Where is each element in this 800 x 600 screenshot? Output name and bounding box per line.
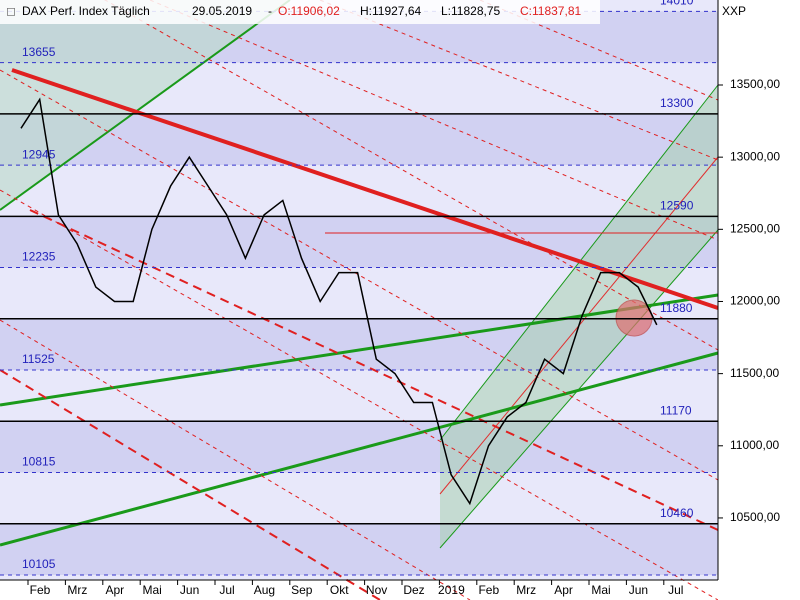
level-label: 11880 (660, 301, 693, 315)
icon: ◻ (6, 4, 16, 18)
x-tick-label: Apr (105, 583, 124, 597)
date: 29.05.2019 (192, 4, 252, 18)
y-tick-label: 12000,00 (730, 294, 780, 308)
x-tick-label: Sep (291, 583, 313, 597)
x-tick-label: Mai (143, 583, 162, 597)
header-bg (0, 0, 600, 24)
axis-label: XXP (722, 4, 746, 18)
x-tick-label: Okt (330, 583, 349, 597)
high: H:11927,64 (360, 4, 421, 18)
x-tick-label: Jun (629, 583, 648, 597)
y-tick-label: 10500,00 (730, 510, 780, 524)
x-tick-label: Apr (554, 583, 573, 597)
y-tick-label: 11500,00 (730, 366, 779, 380)
level-label: 12590 (660, 198, 694, 212)
x-tick-label: Jul (219, 583, 234, 597)
x-tick-label: Nov (366, 583, 387, 597)
axis-bg (718, 0, 800, 600)
level-label: 10460 (660, 506, 694, 520)
x-tick-label: 2019 (438, 583, 465, 597)
title: DAX Perf. Index Täglich (22, 4, 150, 18)
x-tick-label: Jul (668, 583, 683, 597)
band (0, 472, 718, 524)
x-tick-label: Aug (254, 583, 275, 597)
level-label: 11525 (22, 352, 55, 366)
level-label: 12235 (22, 250, 56, 264)
y-tick-label: 11000,00 (730, 438, 779, 452)
low: L:11828,75 (441, 4, 500, 18)
x-tick-label: Feb (478, 583, 499, 597)
y-tick-label: 12500,00 (730, 221, 780, 235)
band (0, 165, 718, 217)
level-label: 13655 (22, 45, 56, 59)
x-tick-label: Jun (180, 583, 199, 597)
level-label: 13300 (660, 96, 694, 110)
x-tick-label: Mai (591, 583, 610, 597)
close: C:11837,81 (520, 4, 581, 18)
dash: - (268, 4, 272, 18)
band (0, 523, 718, 575)
price-line (20, 97, 658, 506)
x-tick-label: Mrz (67, 583, 87, 597)
y-tick-label: 13500,00 (730, 77, 780, 91)
level-label: 12945 (22, 147, 56, 161)
x-tick-label: Dez (403, 583, 424, 597)
band (0, 370, 718, 422)
level-label: 10815 (22, 455, 56, 469)
y-tick-label: 13000,00 (730, 149, 780, 163)
open: O:11906,02 (278, 4, 340, 18)
level-label: 11170 (660, 403, 692, 417)
level-label: 10105 (22, 557, 56, 571)
trend-lines (0, 0, 719, 600)
x-tick-label: Mrz (516, 583, 536, 597)
band (0, 421, 718, 473)
level-label: 14010 (660, 0, 694, 8)
x-tick-label: Feb (30, 583, 51, 597)
